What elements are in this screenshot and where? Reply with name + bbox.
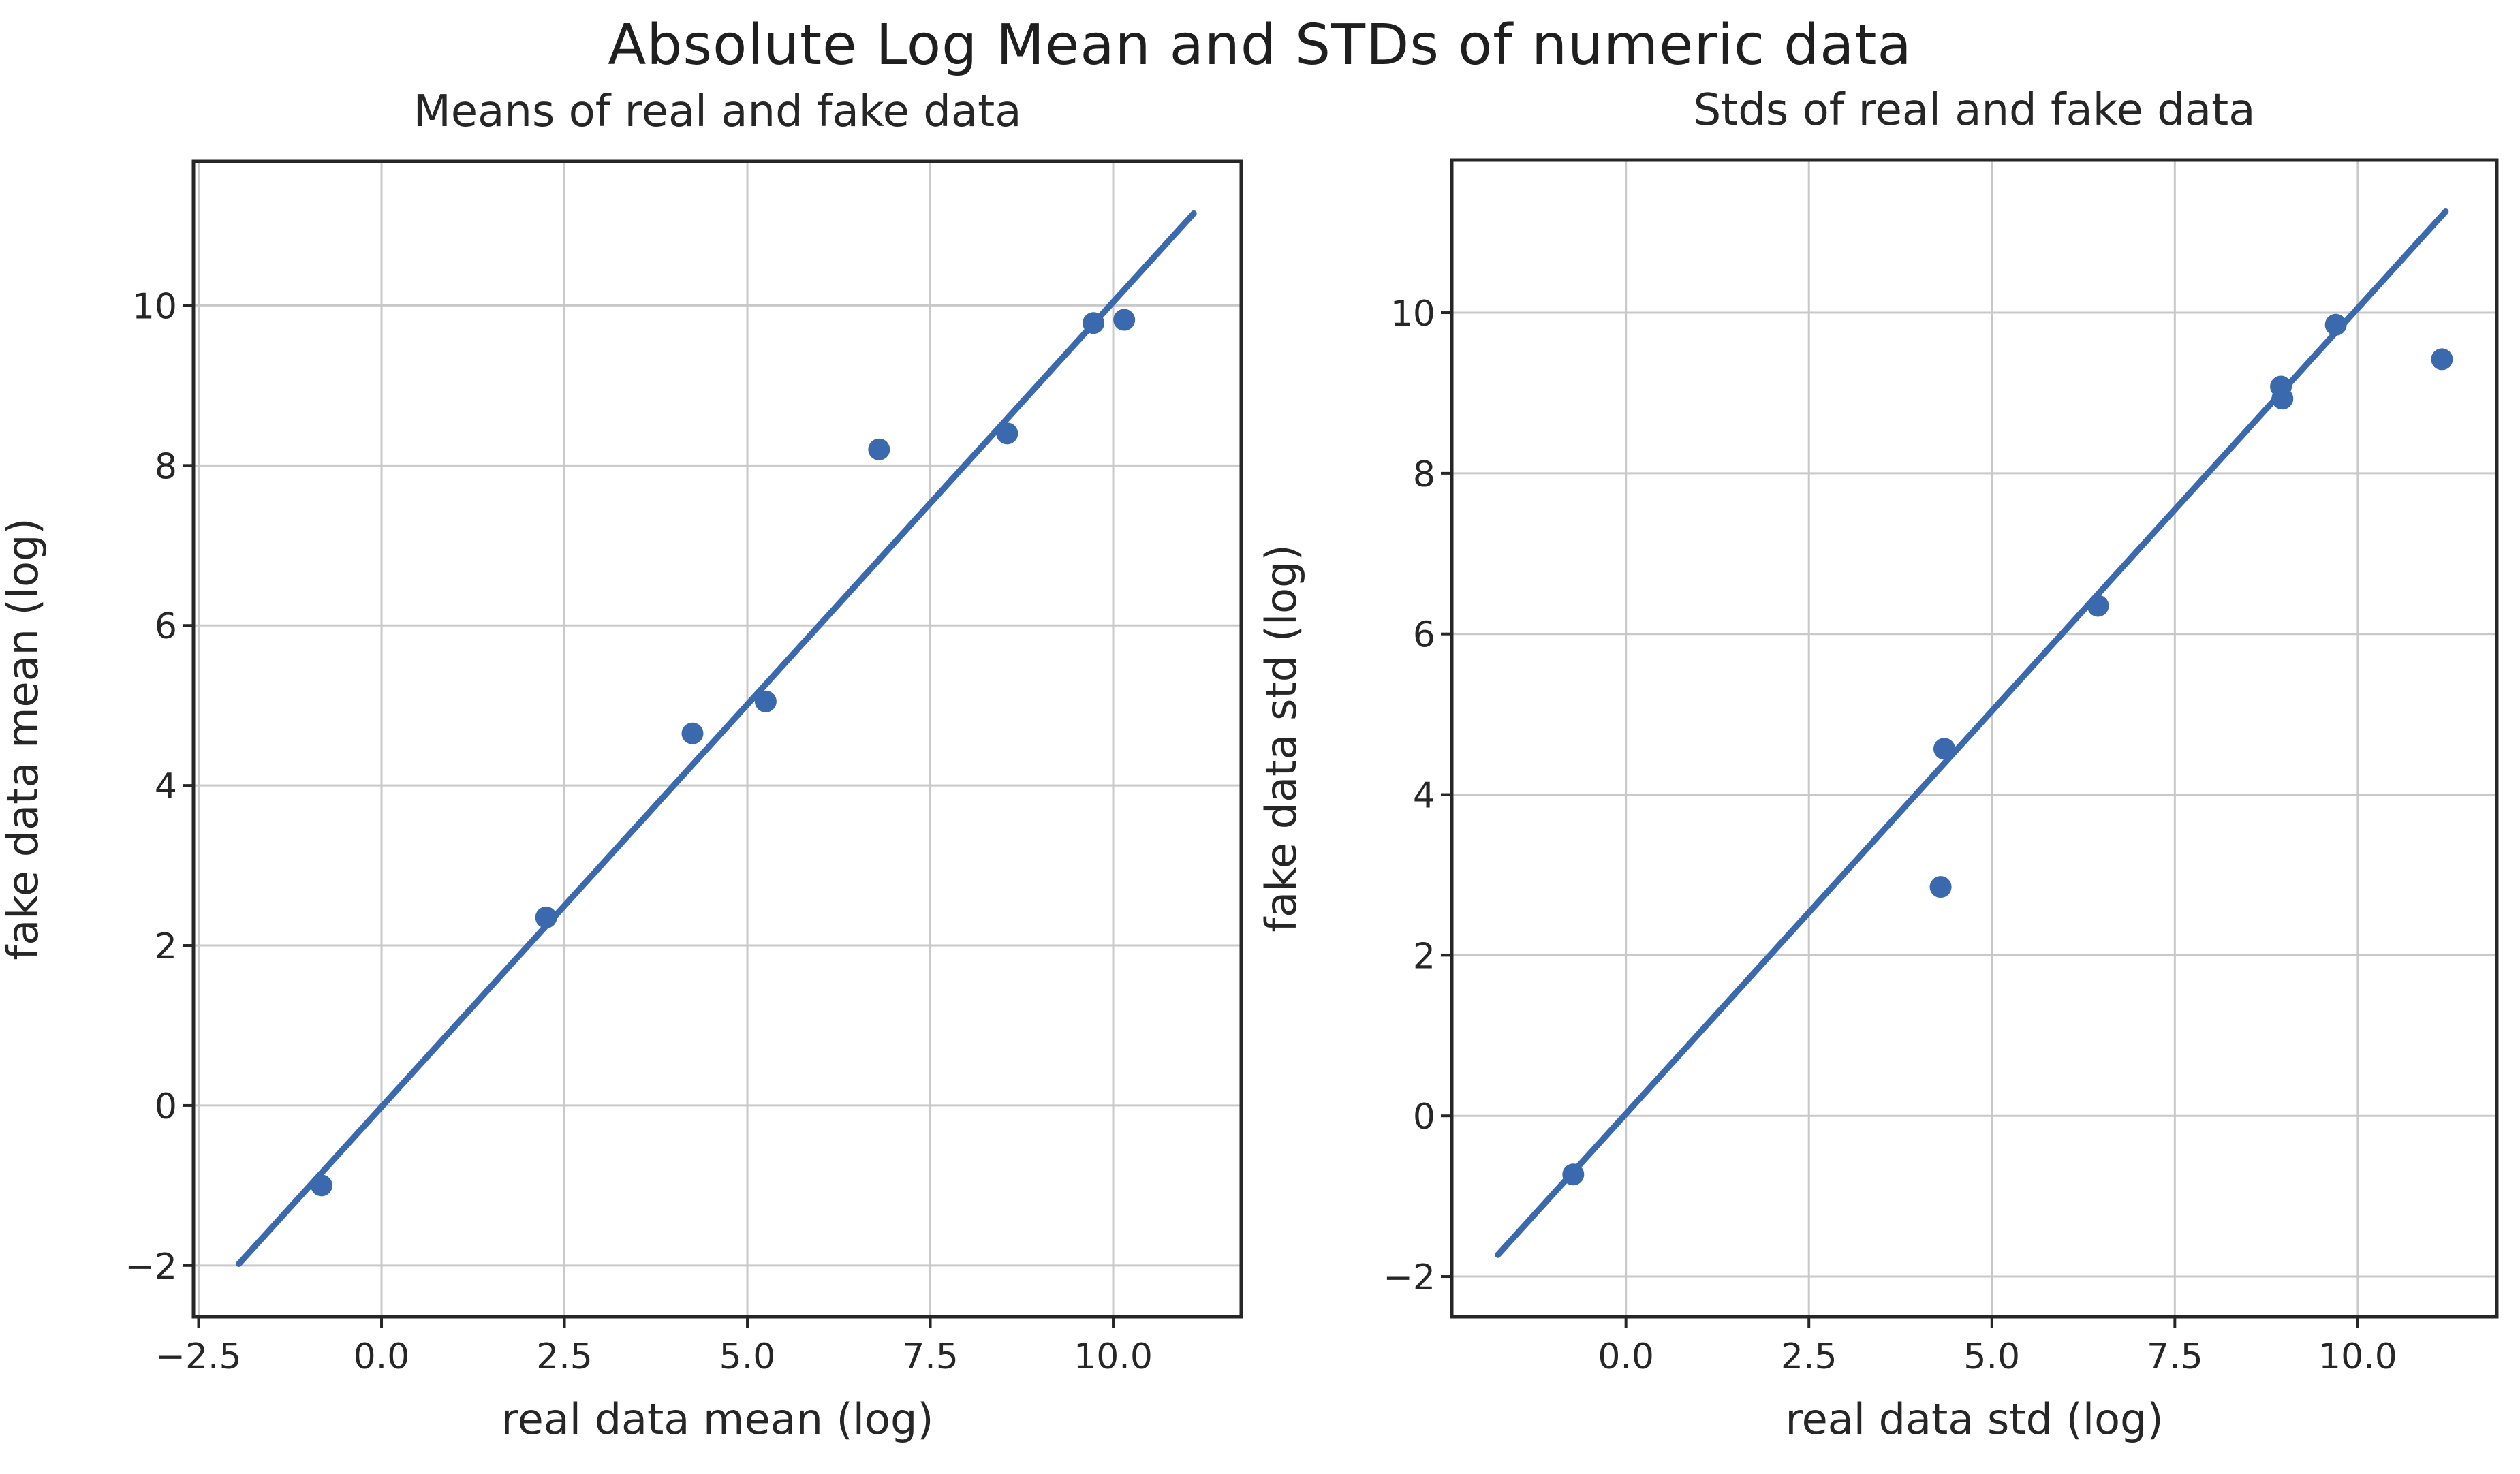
data-point [754, 690, 777, 712]
subplot-means: −2.5 0.0 2.5 5.0 7.5 10.0 −2 0 2 4 6 8 10 Means of re… [0, 87, 1243, 1444]
data-point [1083, 312, 1105, 334]
y-axis-label: fake data mean (log) [0, 518, 48, 960]
trend-line [1495, 208, 2449, 1258]
data-point [2087, 595, 2109, 617]
data-point [2431, 348, 2453, 371]
y-tick-label: 2 [1413, 936, 1435, 977]
y-tick-label: −2 [1383, 1257, 1435, 1298]
x-tick-label: 5.0 [719, 1336, 776, 1377]
data-point [535, 906, 557, 928]
data-point [1562, 1163, 1585, 1186]
y-tick-label: 0 [1413, 1097, 1435, 1138]
x-axis-label: real data std (log) [1785, 1394, 2163, 1444]
data-point [2324, 313, 2347, 336]
x-tick-label: −2.5 [155, 1336, 241, 1377]
x-tick-label: 2.5 [1781, 1336, 1837, 1377]
y-tick-label: 8 [1413, 454, 1435, 495]
x-tick-label: 5.0 [1963, 1336, 2020, 1377]
y-tick-label: −2 [125, 1246, 177, 1287]
y-axis-label: fake data std (log) [1256, 544, 1306, 932]
data-point [310, 1174, 332, 1197]
y-tick-label: 6 [1413, 615, 1435, 656]
x-axis-label: real data mean (log) [501, 1394, 934, 1444]
data-point [996, 422, 1018, 445]
x-tick-label: 10.0 [2318, 1336, 2397, 1377]
x-tick-label: 10.0 [1074, 1336, 1153, 1377]
x-tick-label: 7.5 [902, 1336, 959, 1377]
data-point [1113, 309, 1136, 331]
data-point [868, 438, 890, 460]
y-tick-label: 8 [155, 446, 177, 487]
subplot-stds: 0.0 2.5 5.0 7.5 10.0 −2 0 2 4 6 8 10 Stds of real an… [1256, 85, 2499, 1444]
data-point [1929, 876, 1952, 898]
y-tick-label: 4 [155, 766, 177, 807]
y-tick-label: 6 [155, 606, 177, 647]
trend-line [236, 210, 1197, 1267]
y-tick-label: 2 [155, 926, 177, 967]
data-point [2271, 388, 2294, 410]
y-tick-label: 0 [155, 1086, 177, 1127]
subplot-title: Means of real and fake data [414, 87, 1022, 137]
x-tick-label: 0.0 [354, 1336, 410, 1377]
y-tick-label: 4 [1413, 776, 1435, 817]
x-tick-label: 0.0 [1598, 1336, 1654, 1377]
x-tick-label: 7.5 [2147, 1336, 2203, 1377]
data-point [1933, 738, 1955, 760]
x-tick-label: 2.5 [536, 1336, 593, 1377]
y-tick-label: 10 [132, 286, 177, 327]
data-point [681, 722, 704, 744]
y-tick-label: 10 [1390, 294, 1435, 334]
axes-spines [1450, 158, 2499, 1319]
subplot-title: Stds of real and fake data [1694, 85, 2256, 136]
figure-title: Absolute Log Mean and STDs of numeric da… [608, 13, 1912, 78]
axes-spines [191, 159, 1243, 1319]
